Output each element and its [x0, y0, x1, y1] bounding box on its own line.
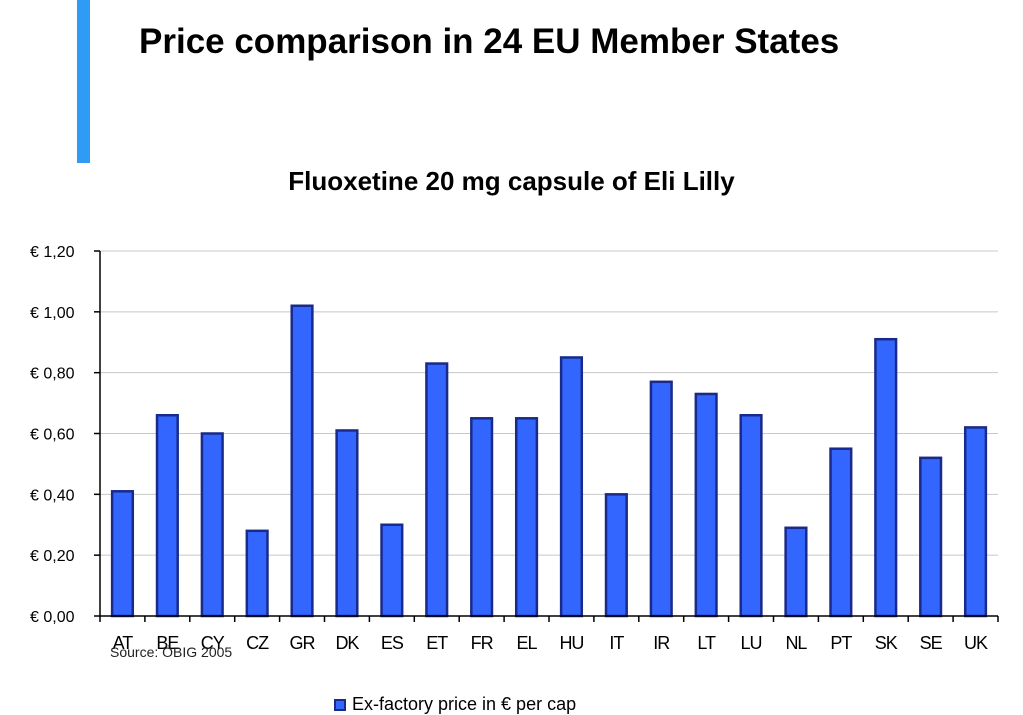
x-tick-label: NL — [785, 633, 807, 653]
y-tick-label: € 0,60 — [30, 427, 75, 444]
bar-lu — [739, 414, 763, 618]
y-tick-label: € 0,80 — [30, 366, 75, 383]
bar-se — [919, 456, 943, 618]
legend-label: Ex-factory price in € per cap — [352, 694, 577, 714]
accent-bar — [77, 0, 90, 163]
x-tick-label: GR — [290, 633, 316, 653]
bar-nl — [784, 526, 808, 618]
bar-pt — [829, 447, 853, 618]
bar-es — [380, 523, 404, 618]
bar-el — [514, 417, 539, 618]
y-tick-label: € 1,20 — [30, 244, 75, 261]
bar-at — [110, 490, 135, 618]
bar-cy — [200, 432, 224, 618]
x-tick-label: AT — [113, 633, 134, 653]
x-tick-label: SK — [875, 633, 898, 653]
bar-et — [425, 362, 449, 618]
legend-swatch — [334, 698, 346, 711]
chart-title: Fluoxetine 20 mg capsule of Eli Lilly — [288, 166, 735, 196]
bar-cz — [245, 529, 269, 618]
x-tick-label: CY — [201, 633, 225, 653]
tick-labels: € 0,00 € 0,20 € 0,40 € 0,60 € 0,80 € 1,00 € 1,… — [30, 244, 989, 653]
bar-gr — [290, 304, 314, 618]
x-tick-label: ES — [381, 633, 404, 653]
x-tick-label: UK — [964, 633, 988, 653]
bar-lt — [694, 392, 718, 618]
bar-fr — [470, 417, 494, 618]
bar-ir — [649, 380, 673, 618]
x-tick-label: IT — [609, 633, 624, 653]
y-tick-label: € 1,00 — [30, 305, 75, 322]
bar-dk — [335, 429, 359, 618]
bar-sk — [874, 337, 898, 618]
x-tick-label: EL — [517, 633, 538, 653]
x-tick-label: LT — [697, 633, 716, 653]
x-tick-label: PT — [830, 633, 852, 653]
bars — [110, 304, 988, 618]
x-tick-label: DK — [335, 633, 359, 653]
bar-it — [604, 493, 628, 618]
source-note: Source: ÖBIG 2005 — [110, 644, 233, 660]
bar-be — [155, 414, 179, 618]
bar-hu — [559, 356, 584, 618]
y-tick-label: € 0,00 — [30, 609, 75, 626]
gridlines — [100, 250, 998, 556]
y-tick-label: € 0,20 — [30, 548, 75, 565]
y-tick-label: € 0,40 — [30, 487, 75, 504]
x-tick-label: FR — [471, 633, 494, 653]
x-tick-label: SE — [920, 633, 943, 653]
x-tick-label: ET — [426, 633, 448, 653]
legend: Ex-factory price in € per cap — [334, 694, 576, 715]
x-tick-label: BE — [156, 633, 179, 653]
x-tick-label: CZ — [246, 633, 269, 653]
x-tick-label: IR — [653, 633, 670, 653]
slide-title: Price comparison in 24 EU Member States — [139, 22, 840, 61]
x-tick-label: HU — [559, 633, 583, 653]
x-tick-label: LU — [741, 633, 762, 653]
bar-uk — [963, 426, 988, 618]
axes — [94, 250, 999, 622]
